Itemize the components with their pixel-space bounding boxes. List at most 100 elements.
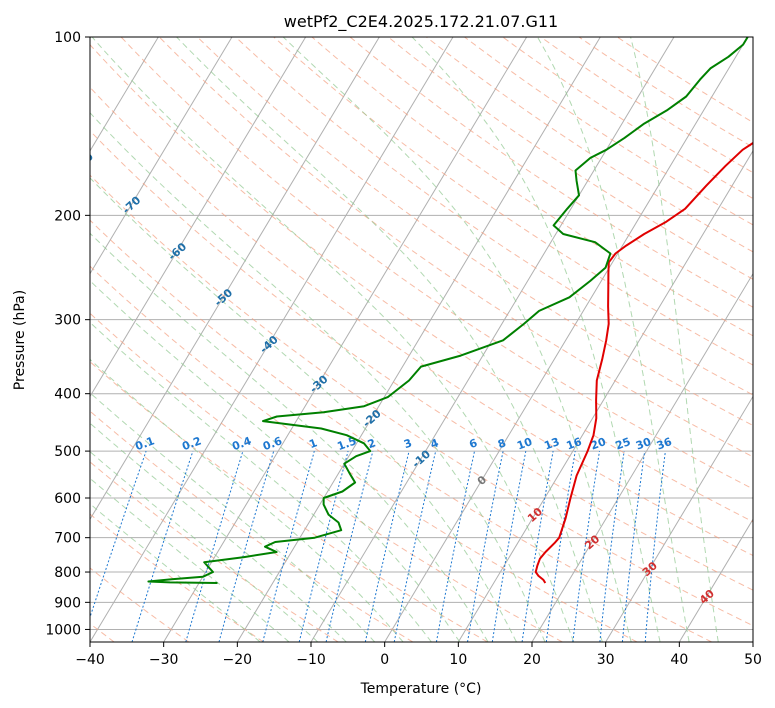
x-tick-label: 0: [380, 652, 389, 668]
y-tick-label: 900: [54, 595, 81, 611]
moist-adiabat-line: [630, 37, 719, 642]
moist-adiabat-line: [90, 112, 546, 642]
mixing-ratio-label: 10: [515, 435, 534, 453]
moist-adiabat-line: [90, 477, 290, 642]
mixing-ratio-line: [545, 451, 576, 642]
moist-adiabat-line: [90, 392, 376, 642]
moist-adiabat-line: [282, 37, 632, 642]
mixing-ratio-line: [572, 451, 600, 642]
x-tick-label: 20: [523, 652, 541, 668]
x-tick-label: 50: [744, 652, 762, 668]
moist-adiabat-line: [90, 321, 432, 642]
dry-adiabat-line: [158, 37, 753, 458]
mixing-ratio-line: [90, 450, 147, 619]
mixing-ratio-line: [131, 450, 194, 642]
dry-adiabat-line: [311, 37, 753, 337]
moist-adiabat-line: [411, 37, 661, 642]
isotherm-label: -80: [72, 150, 96, 173]
moist-adiabat-line: [90, 358, 404, 642]
x-tick-label: −30: [149, 652, 179, 668]
y-tick-label: 300: [54, 313, 81, 329]
dry-adiabat-line: [90, 44, 753, 523]
dry-adiabat-line: [90, 86, 753, 557]
mixing-ratio-line: [467, 451, 504, 642]
dry-adiabat-line: [90, 410, 414, 642]
mixing-ratio-label: 3: [402, 436, 414, 451]
isotherm-line: [678, 518, 753, 642]
moist-adiabat-line: [90, 232, 489, 642]
isotherm-line: [163, 37, 528, 642]
isotherm-line: [605, 395, 753, 642]
dry-adiabat-line: [90, 513, 264, 642]
mixing-ratio-line: [185, 450, 244, 642]
dry-adiabat-line: [90, 174, 753, 627]
plot-frame: [89, 36, 754, 643]
y-tick-label: 1000: [45, 622, 81, 638]
mixing-ratio-label: 36: [655, 435, 674, 453]
y-axis-label: Pressure (hPa): [12, 290, 28, 390]
mixing-ratio-line: [393, 450, 437, 642]
dry-adiabat-line: [90, 219, 712, 642]
mixing-ratio-label: 13: [543, 435, 562, 452]
mixing-ratio-label: 8: [496, 436, 508, 451]
dry-adiabat-line: [90, 130, 753, 591]
dry-adiabat-line: [90, 360, 488, 642]
dry-adiabat-line: [349, 37, 753, 308]
y-tick-label: 500: [54, 444, 81, 460]
mixing-ratio-label: 4: [429, 436, 441, 451]
dry-adiabat-line: [235, 37, 753, 396]
mixing-ratio-label: 1: [307, 436, 319, 451]
mixing-ratio-label: 30: [634, 435, 653, 453]
mixing-ratio-line: [218, 450, 275, 642]
isotherm-line: [236, 37, 601, 642]
background-lines: [90, 37, 753, 642]
mixing-ratio-line: [621, 451, 646, 642]
mixing-ratio-label: 0.6: [261, 434, 284, 453]
moist-adiabat-line: [90, 177, 517, 642]
x-tick-label: 10: [449, 652, 467, 668]
mixing-ratio-line: [491, 451, 527, 642]
mixing-ratio-line: [325, 450, 374, 642]
isotherm-line: [90, 37, 307, 398]
mixing-ratio-label: 25: [614, 435, 633, 452]
x-axis-label: Temperature (°C): [360, 681, 482, 697]
mixing-ratio-label: 16: [565, 435, 584, 453]
isotherm-line: [384, 37, 749, 642]
mixing-ratio-line: [298, 450, 349, 642]
y-tick-label: 800: [54, 565, 81, 581]
y-tick-label: 100: [54, 30, 81, 46]
isotherm-line: [90, 37, 380, 521]
profile-series: [147, 37, 753, 584]
mixing-ratio-line: [599, 451, 625, 642]
dry-adiabat-line: [120, 37, 753, 490]
mixing-ratio-label: 0.2: [180, 434, 203, 453]
mixing-ratio-label: 1.5: [336, 434, 359, 453]
dry-adiabat-line: [273, 37, 753, 366]
y-tick-label: 600: [54, 491, 81, 507]
moist-adiabat-line: [537, 37, 690, 642]
x-tick-label: −40: [75, 652, 105, 668]
y-tick-label: 400: [54, 387, 81, 403]
isotherm-line: [90, 37, 233, 275]
moist-adiabat-line: [91, 37, 575, 642]
dewpoint-line: [147, 37, 749, 584]
moist-adiabat-line: [176, 37, 603, 642]
isotherm-line: [90, 37, 454, 642]
mixing-ratio-line: [521, 451, 554, 642]
x-tick-label: 30: [597, 652, 615, 668]
dry-adiabat-line: [197, 37, 753, 427]
mixing-ratio-line: [364, 450, 410, 642]
mixing-ratio-label: 0.1: [133, 434, 156, 453]
isotherm-line: [531, 272, 753, 642]
isotherm-line: [90, 37, 159, 152]
mixing-ratio-label: 2: [366, 436, 378, 451]
x-tick-label: −10: [296, 652, 326, 668]
x-tick-label: 40: [670, 652, 688, 668]
y-tick-label: 700: [54, 531, 81, 547]
mixing-ratio-label: 20: [589, 435, 608, 453]
moist-adiabat-line: [90, 422, 347, 642]
isotherm-line: [310, 37, 675, 642]
